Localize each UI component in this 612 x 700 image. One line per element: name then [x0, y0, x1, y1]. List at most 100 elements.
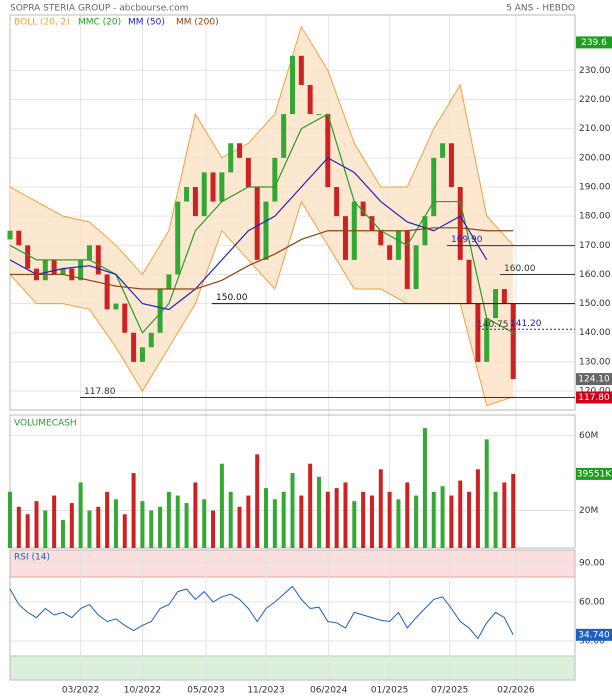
bollinger-band [10, 26, 514, 406]
candle [184, 186, 190, 202]
x-tick-label: 07/2025 [431, 686, 468, 696]
candle [290, 55, 295, 115]
volume-bar [343, 482, 348, 548]
legend-entry: MM (200) [176, 18, 219, 28]
y-tick-label: 30.00 [579, 637, 605, 647]
volume-bar [502, 482, 507, 548]
volume-bar [184, 503, 189, 548]
y-tick-label: 140.00 [579, 328, 611, 338]
volume-bar [193, 482, 198, 548]
volume-bar [246, 495, 251, 548]
candle [369, 216, 375, 231]
volume-bar [361, 491, 366, 548]
volume-bar [122, 514, 127, 548]
candle [51, 259, 57, 275]
x-tick-label: 06/2024 [310, 686, 348, 696]
bollinger-upper [9, 25, 514, 276]
volume-bar [281, 491, 286, 548]
candle [60, 268, 66, 275]
candle [422, 216, 428, 246]
x-tick-label: 03/2022 [62, 686, 99, 696]
badge-label: 124.10 [578, 375, 610, 385]
volume-bar [396, 499, 401, 548]
badge-label: 117.80 [578, 393, 610, 403]
badge [576, 628, 612, 641]
volume-bar [352, 501, 357, 548]
candle [404, 230, 410, 290]
candle [16, 230, 22, 246]
y-tick-label: 160.00 [579, 270, 611, 280]
period: 5 ANS - HEBDO [506, 4, 575, 14]
candle [387, 245, 393, 260]
volume-bar [493, 491, 498, 548]
y-tick-label: 170.00 [579, 241, 611, 251]
candle [413, 245, 419, 290]
candle [281, 114, 287, 158]
level-label: 141.20 [510, 319, 542, 329]
volume-bar [16, 506, 21, 548]
candle [475, 303, 481, 362]
volume-bar [149, 510, 154, 548]
volume-bar [334, 488, 339, 548]
rsi-line [9, 585, 514, 640]
candle [69, 268, 75, 281]
volume-bar [8, 491, 12, 548]
candle [448, 143, 454, 187]
volume-bar [105, 491, 110, 548]
volume-bar [78, 482, 83, 548]
volume-bar [237, 506, 242, 548]
volume-bar [414, 495, 419, 548]
legend-entry: MM (50) [128, 18, 165, 28]
volume-bar [219, 463, 224, 548]
candle [298, 55, 304, 85]
panel-title: VOLUMECASH [14, 419, 77, 429]
volume-bar [431, 491, 436, 548]
volume-bar [484, 439, 489, 548]
moving-average [9, 113, 514, 334]
volume-bar [422, 428, 427, 548]
candle [325, 114, 331, 187]
volume-bar [166, 491, 171, 548]
candle [440, 143, 446, 158]
candle [245, 157, 251, 187]
volume-bar [272, 499, 277, 548]
candle [484, 318, 490, 362]
y-tick-label: 210.00 [579, 124, 611, 134]
volume-bar [60, 519, 65, 548]
badge [576, 467, 612, 480]
candle [25, 245, 31, 269]
volume-bar [131, 473, 136, 548]
candle [122, 303, 128, 333]
volume-bar [25, 514, 30, 548]
candle [334, 186, 340, 217]
y-tick-label: 190.00 [579, 182, 611, 192]
candle [378, 230, 384, 246]
candle [272, 157, 278, 202]
volume-bar [264, 488, 269, 548]
candle [210, 172, 216, 202]
candle [131, 332, 137, 362]
x-tick-label: 05/2023 [187, 686, 224, 696]
moving-average [10, 227, 514, 290]
volume-bar [202, 499, 207, 548]
volume-bar [316, 476, 321, 548]
volume-bar [458, 480, 463, 548]
volume-bar [299, 495, 304, 548]
volume-bar [228, 491, 233, 548]
oversold-zone [9, 655, 576, 681]
candle [104, 274, 110, 310]
candle [360, 201, 366, 217]
y-tick-label: 60M [579, 431, 598, 441]
candle [254, 186, 260, 260]
candle [466, 259, 472, 304]
volume-bar [158, 506, 163, 548]
candle [342, 216, 348, 260]
annotation: 140.75 [477, 320, 509, 330]
x-tick-label: 11/2023 [247, 686, 284, 696]
candle [457, 186, 463, 260]
candle [86, 245, 92, 260]
candle [157, 289, 163, 333]
candle [219, 172, 225, 202]
y-tick-label: 60.00 [579, 598, 605, 608]
